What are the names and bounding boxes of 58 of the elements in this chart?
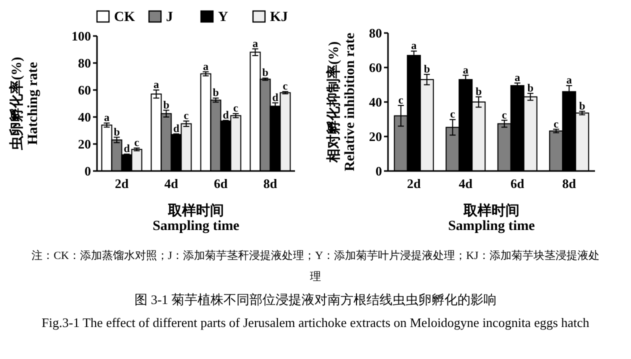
data-label: a (252, 38, 258, 50)
data-label: b (262, 67, 268, 80)
x-tick-label: 6d (510, 176, 526, 191)
y-tick-label: 80 (369, 26, 382, 41)
x-tick-label: 4d (164, 176, 179, 191)
data-label: a (411, 40, 418, 52)
data-label: c (233, 102, 238, 115)
y-tick-label: 0 (84, 164, 91, 179)
legend-label: KJ (270, 10, 288, 25)
data-label: c (134, 137, 140, 150)
legend-label: CK (114, 10, 136, 25)
legend-label: Y (218, 10, 228, 25)
data-label: c (554, 118, 559, 130)
data-label: b (424, 63, 430, 76)
y-tick-label: 0 (376, 164, 382, 179)
data-label: a (514, 72, 521, 84)
x-tick-label: 2d (407, 176, 422, 191)
data-label: b (212, 87, 219, 100)
y-tick-label: 40 (369, 94, 382, 110)
data-label: a (462, 64, 469, 76)
caption: 图 3-1 菊芋植株不同部位浸提液对南方根结线虫虫卵孵化的影响 (134, 291, 498, 309)
data-label: c (398, 94, 404, 106)
data-label: b (527, 82, 534, 94)
y-axis-title: 虫卵孵化率(%) Hatching rate (8, 56, 41, 152)
x-axis-title: 取样时间 Sampling time (152, 203, 240, 234)
data-label: c (502, 109, 507, 122)
x-tick-label: 6d (214, 176, 228, 191)
data-label: a (203, 60, 209, 73)
data-label: c (282, 80, 288, 93)
x-tick-label: 2d (114, 176, 130, 191)
x-tick-label: 8d (263, 176, 278, 191)
data-label: b (579, 100, 586, 112)
y-axis-title: 相对孵化抑制率(%) Relative inhibition rate (324, 32, 358, 172)
text: 注：CK：添加蒸馏水对照；J：添加菊芋茎秆浸提液处理；Y：添加菊芋叶片浸提液处理；KJ：添加菊芋块茎浸提液处理 (30, 248, 600, 285)
data-label: b (163, 99, 170, 112)
data-label: a (154, 79, 160, 91)
x-tick-label: 4d (458, 176, 474, 191)
data-label: a (104, 112, 110, 124)
y-tick-label: 20 (369, 129, 382, 144)
caption: Fig.3-1 The effect of different parts of Jerusalem artichoke extracts on Meloidogyne incognita eggs hatch (40, 314, 590, 332)
x-tick-label: 8d (562, 176, 577, 191)
data-label: b (476, 86, 482, 98)
data-label: d (272, 92, 278, 104)
data-label: d (222, 109, 229, 122)
x-axis-title: 取样时间 Sampling time (448, 203, 535, 234)
data-label: c (184, 110, 189, 122)
y-tick-label: 40 (78, 110, 91, 125)
data-label: d (173, 122, 180, 135)
y-tick-label: 20 (78, 136, 91, 152)
data-label: c (450, 108, 456, 121)
y-tick-label: 80 (78, 56, 91, 71)
y-tick-label: 60 (369, 60, 382, 76)
y-tick-label: 100 (72, 28, 91, 44)
legend-label: J (166, 10, 173, 25)
y-tick-label: 60 (78, 82, 91, 98)
data-label: b (114, 126, 120, 138)
data-label: d (124, 143, 130, 156)
data-label: a (566, 74, 572, 87)
